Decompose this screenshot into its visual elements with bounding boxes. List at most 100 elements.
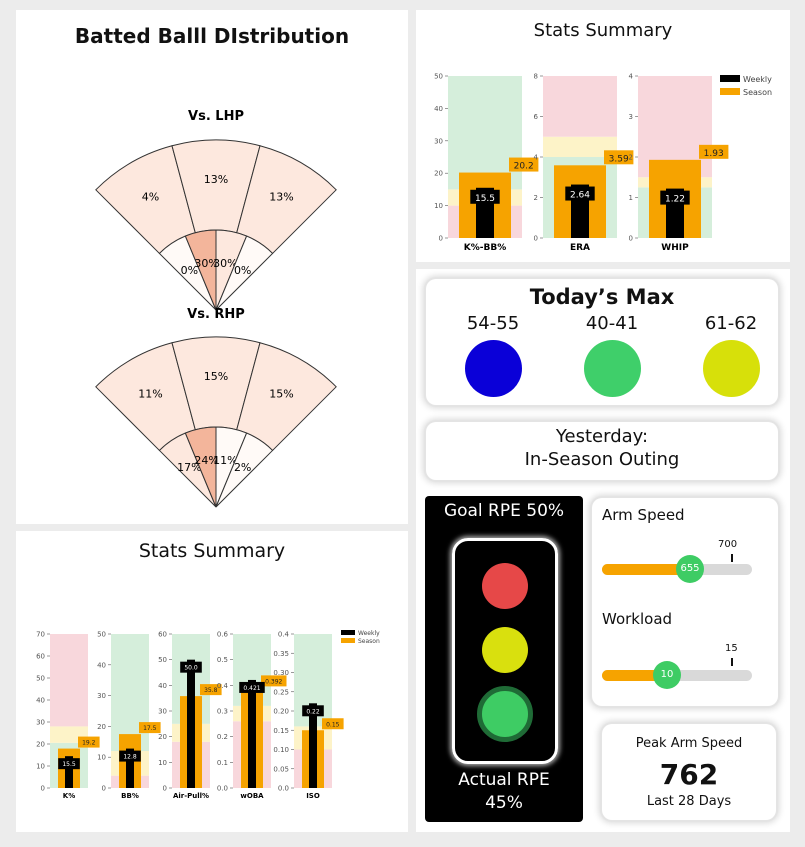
tick-label: 10 xyxy=(434,202,443,210)
weekly-value-label: 2.64 xyxy=(570,191,590,201)
weekly-value-tag xyxy=(58,758,80,770)
batting-summary-panel: Stats Summary 0 10 20 30 40 50 60 70 19.2 15.5 K% 0… xyxy=(16,531,408,832)
tick-label: 0.20 xyxy=(273,708,289,716)
peak-arm-speed-value: 762 xyxy=(659,758,719,791)
weekly-value-tag xyxy=(565,186,595,201)
velo-range-label: 54-55 xyxy=(466,313,520,334)
weekly-value-tag xyxy=(119,750,141,762)
todays-max-title: Today’s Max xyxy=(529,285,675,309)
tick-label: 1 xyxy=(629,194,633,202)
weekly-value-tag xyxy=(470,189,500,204)
legend-label: Season xyxy=(358,638,380,645)
tick-label: 0.4 xyxy=(217,682,229,690)
weekly-value-label: 15.5 xyxy=(62,761,76,768)
velo-range-label: 61-62 xyxy=(704,313,758,334)
tick-label: 20 xyxy=(36,741,45,749)
tick-label: 40 xyxy=(434,105,443,113)
workload-thumb[interactable]: 10 xyxy=(653,661,681,689)
category-label: K%-BB% xyxy=(464,243,506,253)
range-band xyxy=(111,634,149,752)
tick-label: 60 xyxy=(158,631,167,639)
tick-label: 0 xyxy=(439,235,443,243)
tick-label: 10 xyxy=(36,763,45,771)
tick-label: 4 xyxy=(629,73,634,81)
category-label: WHIP xyxy=(661,243,689,253)
arm-speed-thumb[interactable]: 655 xyxy=(676,555,704,583)
traffic-light xyxy=(452,538,558,764)
season-value-tag xyxy=(78,736,100,748)
weekly-value-label: 1.22 xyxy=(665,195,685,205)
actual-rpe-value: 45% xyxy=(485,793,523,813)
tick-label: 20 xyxy=(434,170,443,178)
pitcher-status-panel: Today’s Max 54-55 40-41 61-62 Yesterday:… xyxy=(416,269,790,832)
batted-ball-panel: Batted Balll DIstribution Vs. LHP 4% 13% 1… xyxy=(16,10,408,524)
season-value-label: 19.2 xyxy=(82,740,96,747)
velo-range-2: 40-41 xyxy=(567,313,657,397)
yellow-light xyxy=(482,627,528,673)
arm-speed-label: Arm Speed xyxy=(602,506,685,524)
tick-label: 0 xyxy=(41,785,45,793)
velo-circle-green xyxy=(583,340,641,397)
peak-arm-speed-card: Peak Arm Speed 762 Last 28 Days xyxy=(602,724,776,820)
tick-label: 20 xyxy=(97,723,106,731)
tick-label: 0.30 xyxy=(273,669,289,677)
tick-label: 4 xyxy=(534,154,539,162)
tick-label: 0.5 xyxy=(217,656,228,664)
tick-label: 50 xyxy=(97,631,106,639)
weekly-bar xyxy=(248,679,256,788)
legend-swatch-weekly xyxy=(720,75,740,82)
tick-label: 0.1 xyxy=(217,759,228,767)
tick-label: 0.4 xyxy=(278,631,290,639)
workload-target: 15 xyxy=(725,643,738,654)
category-label: Air-Pull% xyxy=(173,792,209,800)
category-label: ERA xyxy=(570,243,590,253)
tick-label: 0 xyxy=(102,785,106,793)
tick-label: 40 xyxy=(36,697,45,705)
tick-label: 50 xyxy=(434,73,443,81)
infield-zone-label: 17% xyxy=(177,461,201,474)
tick-label: 6 xyxy=(534,113,539,121)
goal-rpe: Goal RPE 50% xyxy=(443,501,565,521)
weekly-bar xyxy=(126,748,134,788)
tick-label: 0.35 xyxy=(273,650,289,658)
tick-label: 20 xyxy=(158,733,167,741)
pitching-summary-panel: Stats Summary 0 10 20 30 40 50 20.2 15.5 K%-BB% 0… xyxy=(416,10,790,262)
legend-swatch-season xyxy=(341,638,355,643)
velo-range-1: 54-55 xyxy=(448,313,538,397)
peak-arm-speed-label: Peak Arm Speed xyxy=(635,736,743,751)
rpe-card: Goal RPE 50% Actual RPE 45% xyxy=(425,496,583,822)
tick-label: 0.10 xyxy=(273,746,289,754)
yesterday-outing: In-Season Outing xyxy=(524,449,680,470)
yesterday-label: Yesterday: xyxy=(555,426,649,447)
workload-value: 10 xyxy=(660,669,674,680)
tick-label: 30 xyxy=(158,708,167,716)
batting-summary-title: Stats Summary xyxy=(138,540,286,562)
weekly-value-tag xyxy=(239,681,265,693)
tick-label: 0.15 xyxy=(273,727,289,735)
tick-label: 0.25 xyxy=(273,688,289,696)
infield-zone-label: 11% xyxy=(213,454,237,467)
rhp-title: Vs. RHP xyxy=(187,307,245,322)
tick-label: 8 xyxy=(534,73,538,81)
season-value-tag xyxy=(604,150,634,165)
tick-label: 2 xyxy=(534,194,538,202)
velo-range-3: 61-62 xyxy=(686,313,776,397)
tick-label: 30 xyxy=(434,137,443,145)
weekly-value-label: 12.8 xyxy=(123,754,137,761)
tick-label: 30 xyxy=(36,719,45,727)
lhp-spray-chart: 4%13%13%0%30%30%0% xyxy=(95,139,337,311)
tick-label: 70 xyxy=(36,631,45,639)
tick-label: 2 xyxy=(629,154,633,162)
lhp-title: Vs. LHP xyxy=(188,109,244,124)
tick-label: 30 xyxy=(97,692,106,700)
tick-label: 40 xyxy=(97,661,106,669)
legend-swatch-weekly xyxy=(341,630,355,635)
season-value-label: 17.5 xyxy=(143,725,157,732)
weekly-value-label: 50.0 xyxy=(184,665,198,672)
infield-zone xyxy=(215,235,274,311)
season-value-tag xyxy=(509,157,539,172)
velo-range-label: 40-41 xyxy=(585,313,639,334)
range-band xyxy=(50,634,88,727)
tick-label: 0.3 xyxy=(217,708,228,716)
outfield-zone-label: 4% xyxy=(142,191,159,204)
